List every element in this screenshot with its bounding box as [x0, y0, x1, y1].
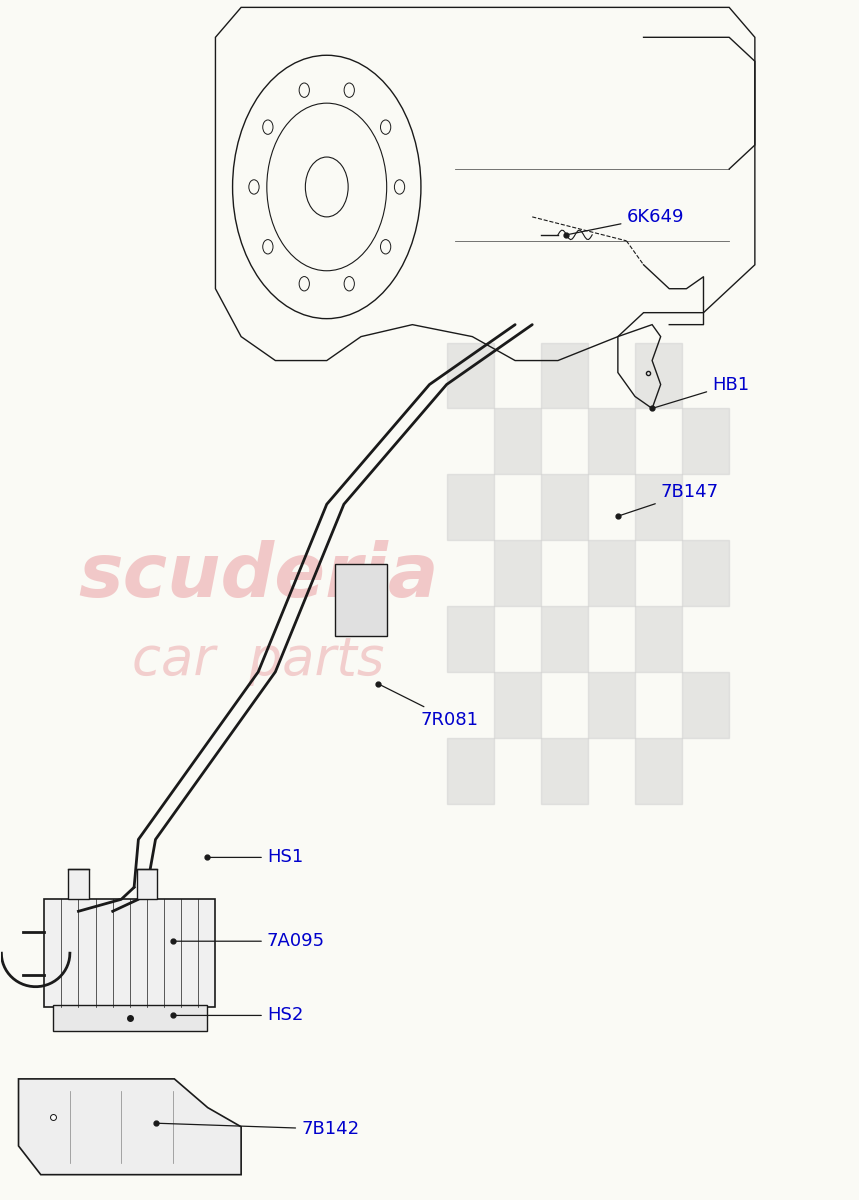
Bar — [68, 869, 88, 899]
Text: car  parts: car parts — [132, 634, 385, 686]
Text: 7R081: 7R081 — [381, 685, 479, 728]
Text: HS2: HS2 — [175, 1007, 303, 1025]
Bar — [44, 899, 216, 1007]
Bar — [682, 672, 729, 738]
Bar — [635, 474, 682, 540]
Bar — [541, 738, 588, 804]
Bar — [447, 342, 494, 408]
Bar — [447, 606, 494, 672]
Bar — [588, 408, 635, 474]
Bar — [494, 408, 541, 474]
Bar — [541, 474, 588, 540]
Bar — [335, 564, 387, 636]
Bar — [447, 738, 494, 804]
Bar — [137, 869, 157, 899]
Text: HB1: HB1 — [655, 376, 749, 408]
Text: 7B142: 7B142 — [158, 1120, 359, 1138]
Bar — [588, 672, 635, 738]
Bar — [494, 540, 541, 606]
Text: HS1: HS1 — [210, 848, 303, 866]
Bar — [635, 342, 682, 408]
Bar — [682, 408, 729, 474]
Text: 7A095: 7A095 — [175, 932, 325, 950]
Bar — [588, 540, 635, 606]
Text: 6K649: 6K649 — [570, 208, 684, 234]
Bar — [682, 540, 729, 606]
Bar — [494, 672, 541, 738]
Bar — [541, 606, 588, 672]
Bar — [541, 342, 588, 408]
Polygon shape — [19, 1079, 241, 1175]
Text: 7B147: 7B147 — [620, 484, 719, 515]
Bar — [52, 1004, 207, 1031]
Bar — [447, 474, 494, 540]
Bar — [635, 738, 682, 804]
Text: scuderia: scuderia — [78, 540, 438, 612]
Bar — [635, 606, 682, 672]
